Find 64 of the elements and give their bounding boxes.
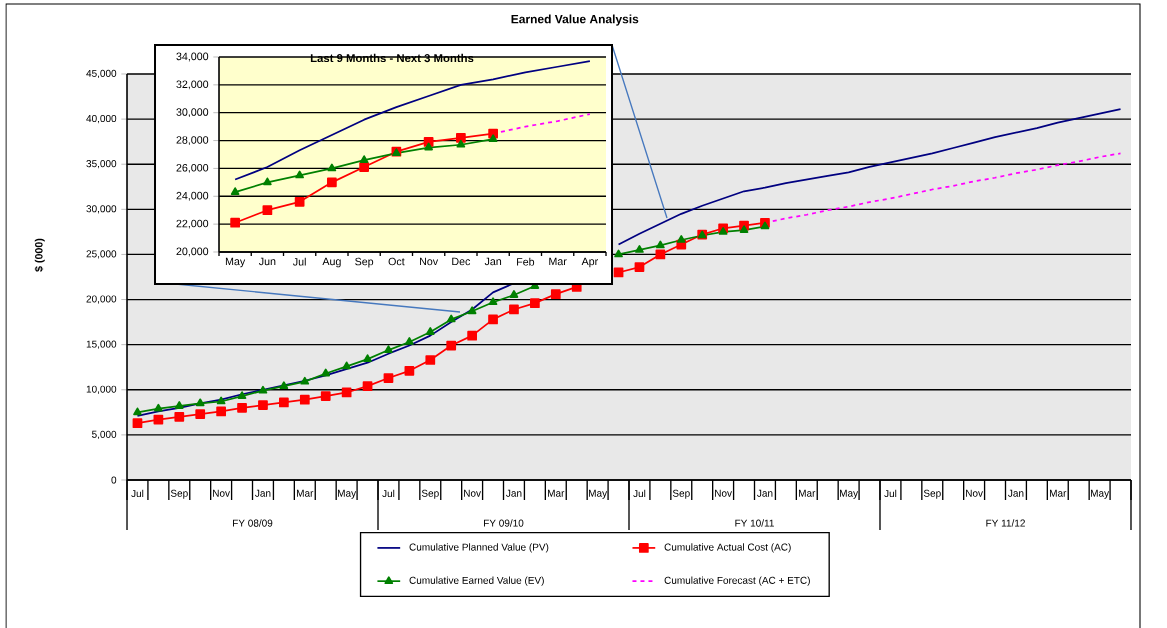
x-tick-label: Nov [213, 489, 230, 497]
y-tick-label: 34,000 [176, 52, 209, 62]
x-tick-label: May [1090, 489, 1110, 499]
x-tick-label: Aug [322, 257, 341, 268]
legend-label: Cumulative Actual Cost (AC) [664, 543, 791, 553]
x-tick-label: May [839, 489, 859, 499]
y-tick-label: 10,000 [86, 385, 117, 394]
x-tick-label: Nov [966, 489, 983, 497]
x-tick-label: Sep [355, 257, 374, 268]
x-tick-label: Nov [420, 257, 439, 266]
text: FY 08/09 [233, 519, 273, 527]
x-tick-label: Dec [452, 257, 471, 266]
y-tick-label: 30,000 [86, 205, 117, 214]
text: FY 09/10 [484, 519, 524, 527]
x-tick-label: Jul [633, 489, 646, 498]
x-tick-label: Jan [757, 489, 773, 497]
x-tick-label: Nov [715, 489, 732, 497]
y-tick-label: 20,000 [176, 247, 209, 257]
x-tick-label: Sep [923, 489, 941, 499]
x-tick-label: Oct [388, 257, 405, 266]
x-tick-label: Jan [506, 489, 522, 497]
y-tick-label: 30,000 [176, 108, 209, 118]
y-tick-label: 22,000 [176, 219, 209, 229]
x-tick-label: May [225, 257, 246, 268]
chart-title: Earned Value Analysis [511, 14, 639, 26]
y-tick-label: 32,000 [176, 80, 209, 90]
y-tick-label: 35,000 [86, 160, 117, 169]
legend-label: Cumulative Planned Value (PV) [409, 543, 549, 553]
text: FY 11/12 [986, 519, 1025, 527]
y-tick-label: 15,000 [86, 340, 117, 349]
x-tick-label: Mar [548, 489, 565, 497]
y-tick-label: 5,000 [91, 430, 117, 439]
y-tick-label: 0 [111, 476, 117, 484]
x-tick-label: Sep [672, 489, 690, 499]
text: FY 10/11 [735, 519, 774, 527]
x-tick-label: Jan [484, 257, 502, 266]
x-tick-label: Feb [517, 257, 535, 266]
legend-label: Cumulative Forecast (AC + ETC) [664, 576, 810, 586]
x-tick-label: Jan [1008, 489, 1024, 497]
y-tick-label: 24,000 [176, 191, 209, 201]
x-tick-label: Sep [170, 489, 188, 499]
y-tick-label: 26,000 [176, 164, 209, 173]
y-tick-label: 20,000 [86, 295, 117, 304]
y-tick-label: 28,000 [176, 136, 209, 145]
x-tick-label: Jan [255, 489, 271, 497]
x-tick-label: Jul [292, 257, 306, 266]
x-tick-label: Mar [799, 489, 816, 497]
y-axis-title: $ (000) [34, 238, 45, 272]
x-tick-label: Jul [382, 489, 395, 498]
x-tick-label: Jun [258, 257, 276, 266]
y-tick-label: 45,000 [86, 69, 117, 79]
legend-label: Cumulative Earned Value (EV) [409, 576, 544, 586]
x-tick-label: Apr [581, 257, 598, 268]
y-tick-label: 40,000 [86, 114, 117, 124]
x-tick-label: Mar [1049, 489, 1067, 497]
x-tick-label: Jul [131, 489, 144, 498]
x-tick-label: Mar [297, 489, 314, 497]
x-tick-label: Jul [884, 489, 897, 498]
x-tick-label: May [338, 489, 357, 499]
x-tick-label: Sep [421, 489, 439, 499]
x-tick-label: Nov [464, 489, 481, 497]
x-tick-label: May [589, 489, 608, 499]
y-tick-label: 25,000 [86, 250, 117, 259]
x-tick-label: Mar [549, 257, 567, 266]
